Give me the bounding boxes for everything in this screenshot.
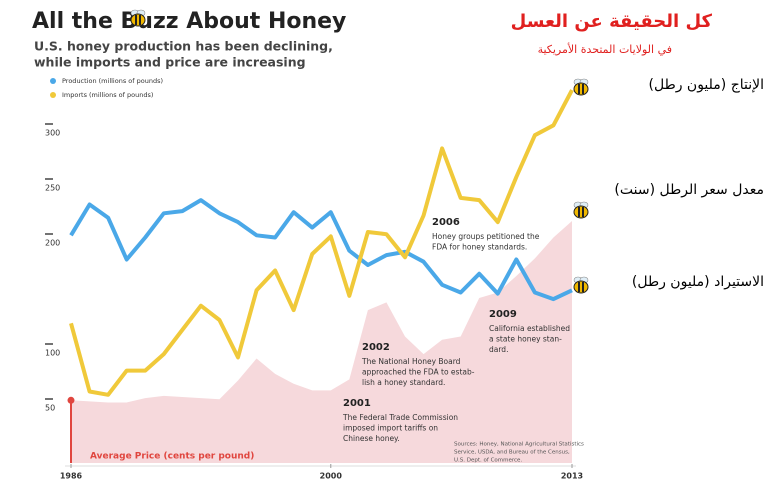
bee-icon bbox=[573, 78, 589, 96]
annotation-text: dard. bbox=[489, 345, 508, 354]
y-tick-label: 50 bbox=[45, 404, 55, 413]
x-tick-label: 2000 bbox=[320, 472, 343, 481]
legend-label: Imports (millions of pounds) bbox=[62, 91, 153, 99]
series-line bbox=[69, 198, 573, 302]
bee-icon bbox=[573, 276, 589, 294]
bee-icon bbox=[573, 201, 589, 219]
annotation-text: Honey groups petitioned the bbox=[432, 232, 540, 241]
annotation-year: 2006 bbox=[432, 217, 460, 228]
arabic-subtitle: في الولايات المتحدة الأمريكية bbox=[538, 42, 672, 56]
legend-label: Production (millions of pounds) bbox=[62, 77, 163, 85]
annotation-text: imposed import tariffs on bbox=[343, 424, 438, 433]
annotation-text: The National Honey Board bbox=[361, 357, 461, 366]
annotation-text: California established bbox=[489, 324, 570, 333]
annotation-text: approached the FDA to estab- bbox=[362, 368, 475, 377]
annotation-text: lish a honey standard. bbox=[362, 378, 445, 387]
annotation-year: 2009 bbox=[489, 309, 517, 320]
annotation-text: Chinese honey. bbox=[343, 434, 400, 443]
subtitle: U.S. honey production has been declining… bbox=[34, 39, 333, 54]
x-tick-label: 2013 bbox=[561, 472, 583, 481]
legend-swatch bbox=[50, 78, 56, 84]
price-area bbox=[71, 221, 572, 463]
arabic-title: كل الحقيقة عن العسل bbox=[511, 11, 713, 32]
arabic-series-label: معدل سعر الرطل (سنت) bbox=[614, 182, 764, 198]
y-tick-label: 300 bbox=[45, 129, 60, 138]
arabic-series-label: الإنتاج (مليون رطل) bbox=[649, 77, 765, 93]
series-line bbox=[69, 89, 574, 397]
price-marker bbox=[67, 396, 75, 404]
bee-body bbox=[573, 280, 589, 294]
source-note: Service, USDA, and Bureau of the Census, bbox=[454, 450, 570, 456]
series-label: Average Price (cents per pound) bbox=[90, 452, 254, 462]
bee-body bbox=[573, 82, 589, 96]
arabic-series-label: الاستيراد (مليون رطل) bbox=[632, 274, 764, 290]
annotation-year: 2002 bbox=[362, 342, 390, 353]
annotation-text: The Federal Trade Commission bbox=[342, 413, 458, 422]
subtitle: while imports and price are increasing bbox=[34, 55, 306, 70]
bee-body bbox=[573, 205, 589, 219]
y-tick-label: 250 bbox=[45, 184, 60, 193]
chart-title: All the Buzz About Honey bbox=[32, 9, 346, 34]
source-note: Sources: Honey, National Agricultural St… bbox=[454, 442, 584, 448]
bee-icon bbox=[130, 9, 146, 27]
y-tick-label: 200 bbox=[45, 239, 60, 248]
annotation-text: FDA for honey standards. bbox=[432, 243, 527, 252]
source-note: U.S. Dept. of Commerce. bbox=[454, 458, 522, 464]
annotation-text: a state honey stan- bbox=[489, 335, 562, 344]
annotation-year: 2001 bbox=[343, 398, 371, 409]
y-tick-label: 100 bbox=[45, 349, 60, 358]
bee-body bbox=[130, 13, 146, 27]
legend-swatch bbox=[50, 92, 56, 98]
x-tick-label: 1986 bbox=[60, 472, 83, 481]
